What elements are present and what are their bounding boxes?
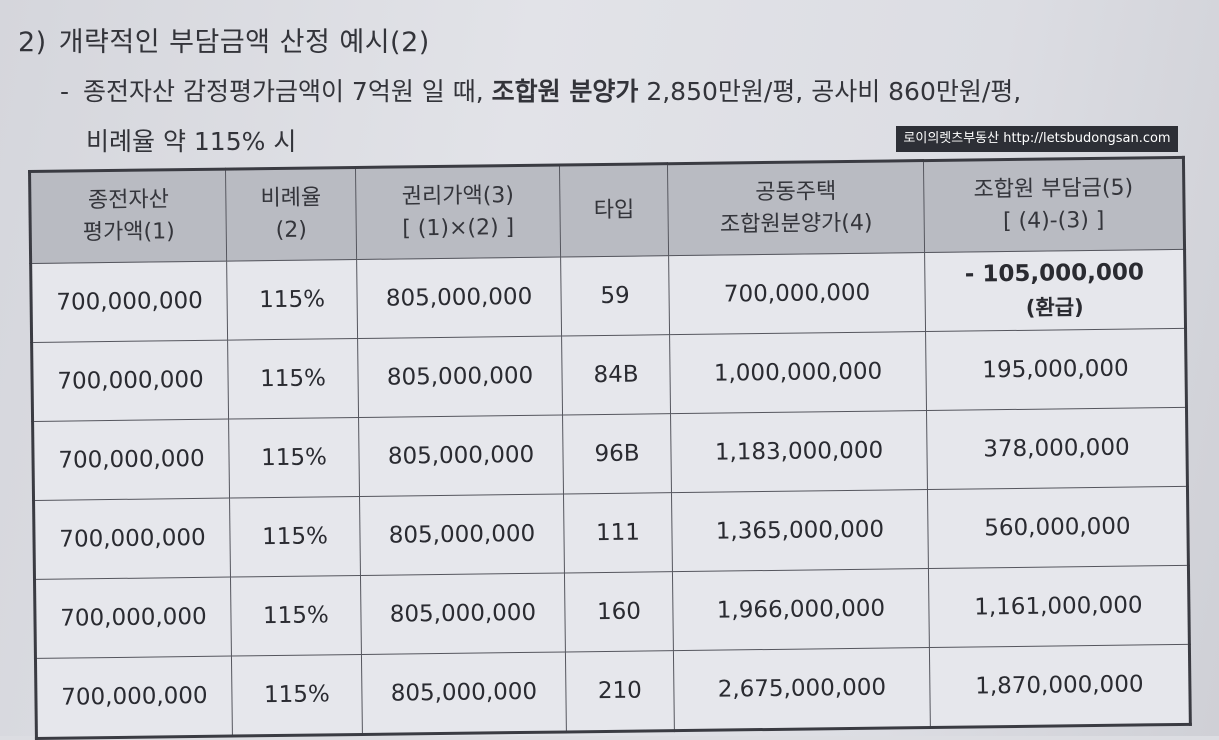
header-burden: 조합원 부담금(5)[ (4)-(3) ] (923, 157, 1185, 253)
table-row: 700,000,000 115% 805,000,000 96B 1,183,0… (32, 407, 1188, 501)
condition-line: - 종전자산 감정평가금액이 7억원 일 때, 조합원 분양가 2,850만원/평… (60, 72, 1021, 108)
cell-asset: 700,000,000 (34, 577, 232, 659)
cell-burden: - 105,000,000 (환급) (924, 249, 1186, 332)
cell-price: 1,183,000,000 (670, 410, 928, 493)
burden-table: 종전자산 평가액(1) 비례율 (2) 권리가액(3)[ (1)×(2) ] 타입 … (28, 155, 1192, 740)
burden-value: - 105,000,000 (964, 259, 1145, 288)
section-number: 2) (18, 27, 47, 58)
header-rights: 권리가액(3)[ (1)×(2) ] (355, 165, 561, 260)
cell-burden: 195,000,000 (925, 328, 1187, 411)
condition-line-2: 비례율 약 115% 시 (86, 127, 297, 156)
cell-type: 96B (562, 413, 672, 494)
cell-rights: 805,000,000 (357, 335, 563, 418)
condition-bold-text: 조합원 분양가 (491, 77, 639, 106)
cell-asset: 700,000,000 (32, 419, 230, 501)
table-row: 700,000,000 115% 805,000,000 210 2,675,0… (35, 644, 1191, 739)
header-price: 공동주택 조합원분양가(4) (667, 160, 925, 256)
cell-ratio: 115% (229, 496, 361, 578)
burden-table-wrapper: 종전자산 평가액(1) 비례율 (2) 권리가액(3)[ (1)×(2) ] 타입 … (28, 155, 1192, 740)
condition-text: 종전자산 감정평가금액이 7억원 일 때, (83, 77, 484, 106)
cell-burden: 560,000,000 (927, 486, 1189, 569)
cell-asset: 700,000,000 (35, 656, 233, 739)
condition-text-after: 2,850만원/평, 공사비 860만원/평, (646, 77, 1022, 106)
bullet-dash: - (60, 77, 70, 106)
cell-price: 1,365,000,000 (671, 489, 929, 572)
table-header-row: 종전자산 평가액(1) 비례율 (2) 권리가액(3)[ (1)×(2) ] 타입 … (29, 157, 1185, 264)
table-row: 700,000,000 115% 805,000,000 160 1,966,0… (34, 565, 1190, 659)
cell-burden: 378,000,000 (926, 407, 1188, 490)
cell-price: 1,000,000,000 (669, 331, 927, 414)
table-row: 700,000,000 115% 805,000,000 111 1,365,0… (33, 486, 1189, 580)
cell-ratio: 115% (231, 654, 363, 737)
cell-type: 210 (565, 650, 675, 732)
header-ratio: 비례율 (2) (225, 167, 357, 262)
cell-type: 160 (564, 571, 674, 652)
cell-price: 1,966,000,000 (672, 568, 930, 651)
cell-burden: 1,870,000,000 (929, 644, 1191, 728)
cell-ratio: 115% (227, 338, 359, 420)
cell-rights: 805,000,000 (361, 651, 567, 735)
cell-type: 84B (561, 334, 671, 415)
cell-ratio: 115% (226, 259, 358, 341)
cell-asset: 700,000,000 (33, 498, 231, 580)
cell-asset: 700,000,000 (30, 261, 228, 343)
cell-rights: 805,000,000 (358, 414, 564, 497)
watermark-label: 로이의렛츠부동산 http://letsbudongsan.com (896, 126, 1178, 152)
cell-asset: 700,000,000 (31, 340, 229, 422)
cell-rights: 805,000,000 (356, 256, 562, 339)
table-row: 700,000,000 115% 805,000,000 84B 1,000,0… (31, 328, 1187, 422)
header-type: 타입 (559, 163, 669, 257)
cell-ratio: 115% (230, 575, 362, 657)
cell-burden: 1,161,000,000 (928, 565, 1190, 648)
section-title: 개략적인 부담금액 산정 예시(2) (58, 27, 430, 58)
cell-price: 2,675,000,000 (673, 647, 931, 731)
table-row: 700,000,000 115% 805,000,000 59 700,000,… (30, 249, 1186, 343)
cell-rights: 805,000,000 (360, 572, 566, 655)
cell-rights: 805,000,000 (359, 493, 565, 576)
cell-ratio: 115% (228, 417, 360, 499)
refund-note: (환급) (1025, 295, 1084, 320)
cell-type: 59 (560, 255, 670, 336)
cell-price: 700,000,000 (668, 252, 926, 335)
header-asset: 종전자산 평가액(1) (29, 169, 227, 264)
cell-type: 111 (563, 492, 673, 573)
section-heading: 2) 개략적인 부담금액 산정 예시(2) (18, 20, 430, 59)
